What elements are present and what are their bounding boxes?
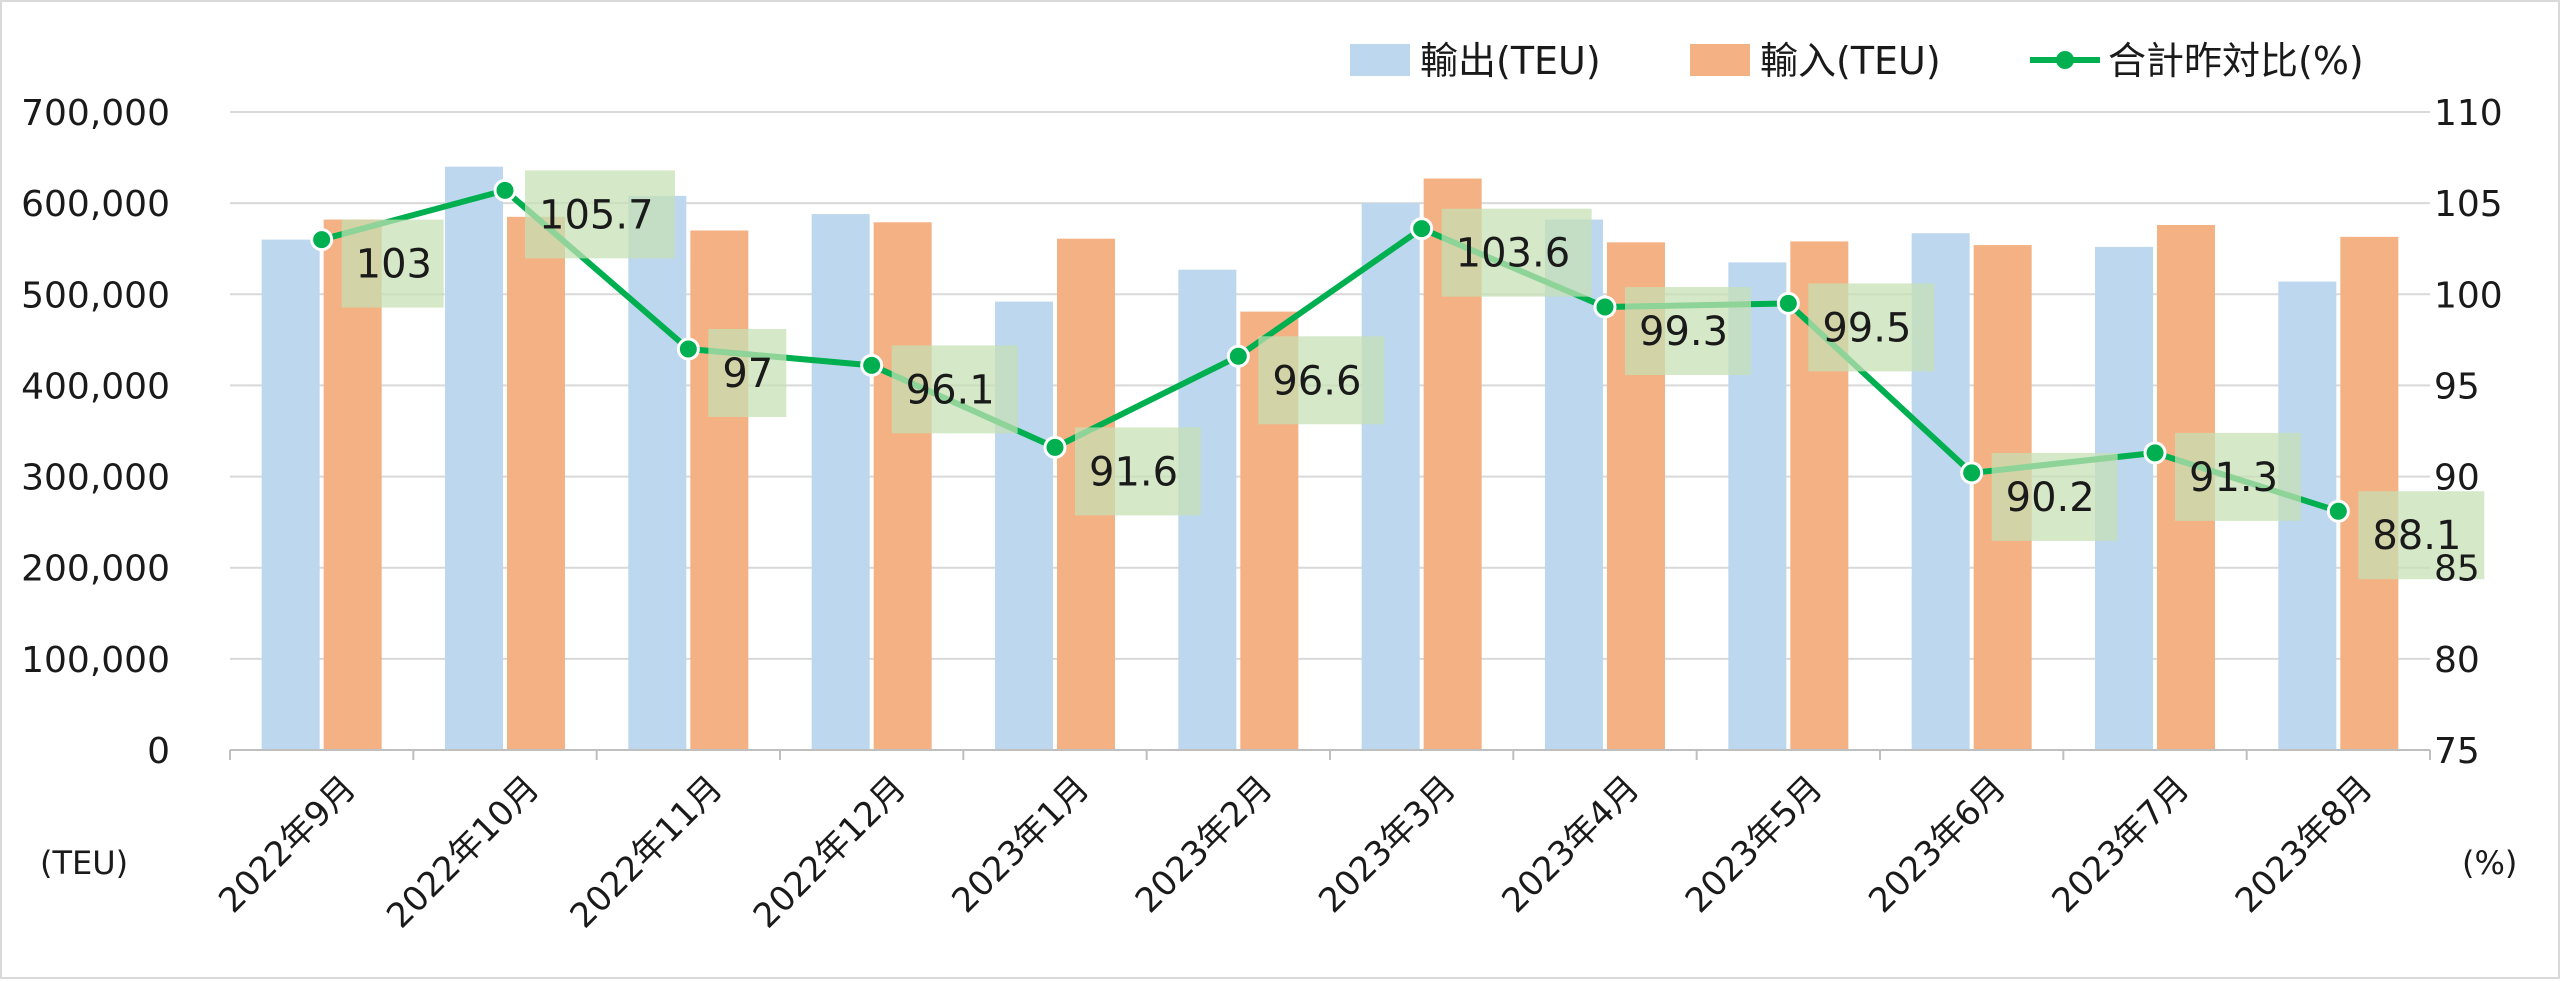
left-axis-tick-label: 500,000 [21, 275, 170, 316]
data-label: 91.6 [1089, 449, 1178, 495]
left-axis-tick-label: 200,000 [21, 549, 170, 590]
data-label: 96.1 [906, 367, 995, 413]
data-label-box [1808, 283, 1935, 372]
bar-import [690, 230, 749, 750]
bar-export [811, 214, 870, 750]
x-axis-category-label: 2022年10月 [379, 768, 547, 936]
right-axis-tick-label: 105 [2434, 184, 2503, 225]
data-label-box [1625, 287, 1751, 376]
right-axis-unit: (%) [2462, 844, 2517, 882]
data-label: 90.2 [2006, 475, 2095, 521]
x-axis-category-label: 2023年5月 [1678, 768, 1831, 921]
ratio-marker [1043, 435, 1067, 459]
legend-label-export: 輸出(TEU) [1420, 39, 1601, 83]
bar-export [261, 239, 320, 750]
ratio-marker [676, 337, 700, 361]
left-axis-tick-label: 600,000 [21, 184, 170, 225]
bar-export [1545, 219, 1603, 750]
ratio-marker [1960, 461, 1984, 485]
data-label-box [1991, 452, 2118, 541]
ratio-marker [310, 228, 334, 252]
data-labels: 103 105.7 97 96.1 91.6 96.6 103.6 99.3 99.5 90.2 9… [341, 170, 2485, 580]
ratio-marker [1410, 217, 1434, 241]
left-axis-tick-label: 700,000 [21, 93, 170, 134]
ratio-marker [1776, 291, 1800, 315]
ratio-marker [2143, 441, 2167, 465]
data-label: 103 [356, 242, 432, 288]
data-label-box [1258, 336, 1385, 425]
x-axis-category-label: 2022年9月 [211, 768, 364, 921]
bar-import [873, 222, 932, 751]
data-label: 99.5 [1822, 305, 1911, 351]
x-axis-category-label: 2023年7月 [2045, 768, 2198, 921]
right-axis-tick-label: 100 [2434, 275, 2503, 316]
data-label: 91.3 [2189, 455, 2278, 501]
bar-export [628, 195, 687, 750]
legend-swatch-ratio-marker [2056, 51, 2074, 69]
left-axis-tick-label: 0 [147, 731, 170, 772]
data-label-box [525, 170, 675, 259]
data-label: 96.6 [1272, 358, 1361, 404]
ratio-marker [1226, 344, 1250, 368]
x-axis-category-label: 2022年12月 [746, 768, 914, 936]
data-label-box [341, 219, 444, 308]
ratio-marker [493, 178, 517, 202]
left-axis-tick-label: 100,000 [21, 640, 170, 681]
data-label-box [1441, 208, 1592, 297]
bar-export [1361, 203, 1420, 751]
bar-import [507, 216, 565, 751]
left-axis-tick-label: 300,000 [21, 458, 170, 499]
bar-import [323, 219, 382, 750]
x-axis-category-label: 2023年3月 [1311, 768, 1464, 921]
x-axis-category-label: 2023年6月 [1861, 768, 2014, 921]
data-label: 103.6 [1456, 231, 1571, 277]
data-label: 105.7 [539, 192, 654, 238]
right-axis-tick-label: 110 [2434, 93, 2503, 134]
legend-label-import: 輸入(TEU) [1760, 39, 1941, 83]
left-axis-unit: (TEU) [40, 844, 128, 882]
right-axis-tick-label: 95 [2434, 366, 2480, 407]
legend: 輸出(TEU) 輸入(TEU) 合計昨対比(%) [1350, 39, 2364, 83]
data-label-box [708, 328, 787, 417]
data-label-box [891, 345, 1018, 434]
right-axis-tick-label: 75 [2434, 731, 2480, 772]
data-label: 99.3 [1639, 309, 1728, 355]
ratio-marker [2326, 499, 2350, 523]
bar-export [445, 166, 503, 750]
x-axis-category-label: 2022年11月 [563, 768, 731, 936]
x-axis-category-label: 2023年1月 [945, 768, 1098, 921]
ratio-marker [860, 353, 884, 377]
right-axis-tick-label: 85 [2434, 549, 2480, 590]
x-axis-category-label: 2023年8月 [2228, 768, 2381, 921]
x-axis-category-label: 2023年2月 [1128, 768, 1281, 921]
data-label: 97 [722, 351, 773, 397]
data-label-box [2175, 432, 2301, 521]
ratio-marker [1593, 295, 1617, 319]
right-axis-tick-label: 90 [2434, 458, 2480, 499]
left-axis-tick-label: 400,000 [21, 366, 170, 407]
legend-swatch-import [1690, 44, 1750, 76]
legend-label-ratio: 合計昨対比(%) [2108, 39, 2364, 83]
legend-swatch-export [1350, 44, 1410, 76]
data-label-box [2358, 491, 2485, 580]
x-axis-category-label: 2023年4月 [1495, 768, 1648, 921]
right-axis-tick-label: 80 [2434, 640, 2480, 681]
data-label-box [1075, 427, 1201, 516]
data-label: 88.1 [2372, 513, 2461, 559]
